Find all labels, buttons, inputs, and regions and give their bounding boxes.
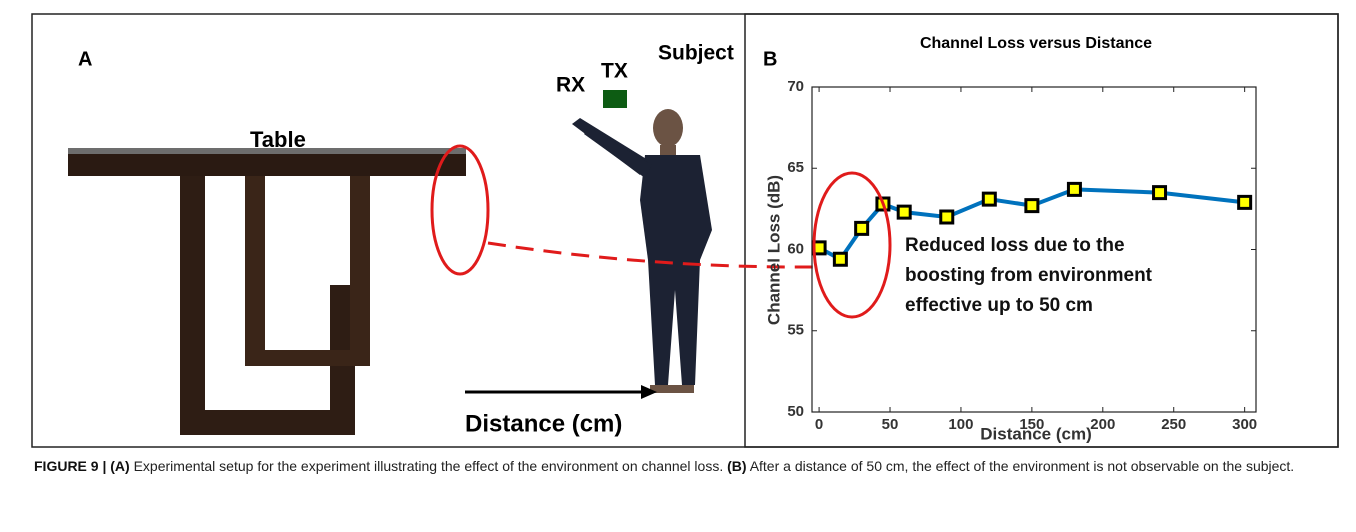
caption: FIGURE 9 | (A) Experimental setup for th… xyxy=(34,456,1324,477)
tx-label: TX xyxy=(601,60,628,83)
panel-b-frame xyxy=(744,13,1339,448)
data-marker xyxy=(1066,181,1082,197)
x-tick-label: 100 xyxy=(948,416,973,433)
x-tick-label: 150 xyxy=(1019,416,1044,433)
distance-label: Distance (cm) xyxy=(465,410,622,437)
subject-label: Subject xyxy=(658,42,734,65)
caption-text: After a distance of 50 cm, the effect of… xyxy=(749,458,1295,474)
table-label: Table xyxy=(250,127,306,152)
rx-label: RX xyxy=(556,74,585,97)
panel-label: A xyxy=(78,48,92,70)
x-tick-label: 50 xyxy=(882,416,899,433)
data-marker xyxy=(939,209,955,225)
x-tick-label: 0 xyxy=(815,416,823,433)
table-illustration xyxy=(68,148,466,435)
annotation: effective up to 50 cm xyxy=(905,295,1093,316)
data-marker xyxy=(896,204,912,220)
data-marker xyxy=(1152,185,1168,201)
annotation: Reduced loss due to the xyxy=(905,235,1125,256)
caption-text: Experimental setup for the experiment il… xyxy=(133,458,724,474)
y-tick-label: 60 xyxy=(787,240,804,257)
highlight-ellipse xyxy=(430,144,490,276)
y-tick-label: 50 xyxy=(787,403,804,420)
x-tick-label: 200 xyxy=(1090,416,1115,433)
chart-title: Channel Loss versus Distance xyxy=(920,35,1152,52)
data-marker xyxy=(1024,198,1040,214)
data-marker xyxy=(854,220,870,236)
subject-illustration xyxy=(572,90,712,393)
x-axis-label: Distance (cm) xyxy=(980,424,1091,443)
y-tick-label: 65 xyxy=(787,159,804,176)
highlight-ellipse xyxy=(812,171,892,319)
caption-part: (A) xyxy=(110,458,130,474)
x-tick-label: 300 xyxy=(1232,416,1257,433)
y-tick-label: 70 xyxy=(787,78,804,95)
data-marker xyxy=(981,191,997,207)
data-marker xyxy=(1237,194,1253,210)
data-marker xyxy=(832,251,848,267)
arrow-head xyxy=(641,385,657,399)
dashed-connector xyxy=(487,241,816,269)
caption-part: (B) xyxy=(727,458,747,474)
y-tick-label: 55 xyxy=(787,322,804,339)
y-axis-label: Channel Loss (dB) xyxy=(764,175,783,325)
panel-label: B xyxy=(763,48,777,70)
x-tick-label: 250 xyxy=(1161,416,1186,433)
figure-label: FIGURE 9 | xyxy=(34,458,107,474)
annotation: boosting from environment xyxy=(905,265,1153,286)
